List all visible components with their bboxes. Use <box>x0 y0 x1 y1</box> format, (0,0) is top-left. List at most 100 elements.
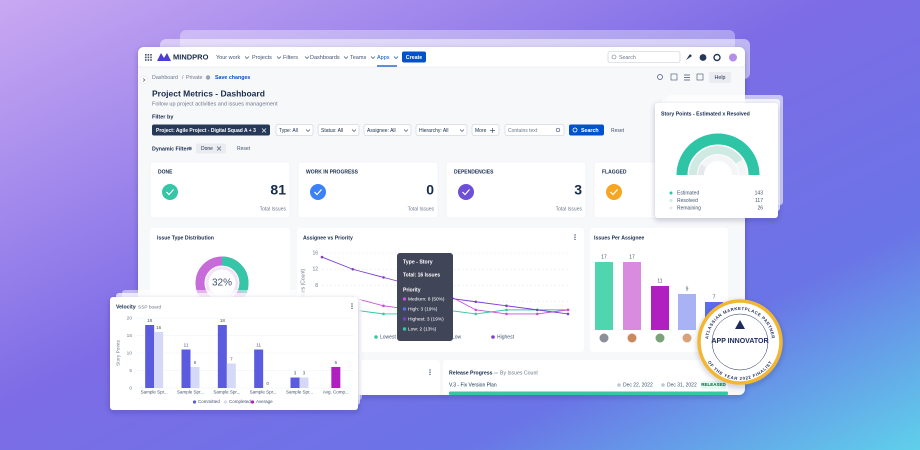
search-input[interactable] <box>607 51 681 63</box>
fullscreen-icon[interactable] <box>696 73 704 81</box>
settings-icon[interactable] <box>713 53 721 62</box>
badge-inner-ring <box>711 313 769 371</box>
more-icon[interactable] <box>429 373 431 376</box>
series-point <box>505 312 508 316</box>
more-icon[interactable] <box>574 238 576 241</box>
more-icon[interactable] <box>574 234 576 236</box>
more-icon[interactable] <box>429 369 431 371</box>
filter-dropdown[interactable] <box>317 124 360 136</box>
stat-card <box>297 161 439 219</box>
x-tick-label: Sample Spr... <box>213 390 240 395</box>
nav-item[interactable]: Filters <box>283 55 298 61</box>
bar <box>217 325 227 388</box>
stat-card-caption: Total Issues <box>260 206 287 212</box>
profile-avatar[interactable] <box>729 53 737 62</box>
dynamic-chip[interactable] <box>196 143 226 154</box>
panel-subtitle: By Issues Count <box>500 370 538 376</box>
legend-label: Average <box>256 399 273 404</box>
chevron-icon <box>393 56 399 59</box>
bar-value-label: 3 <box>294 371 297 376</box>
chevron-icon <box>304 56 310 59</box>
tooltip-total: Total: 16 Issues <box>403 272 440 278</box>
more-icon[interactable] <box>351 305 353 307</box>
series-point <box>351 267 355 271</box>
chevron-icon <box>459 129 465 132</box>
legend-label: Highest <box>497 334 515 340</box>
project-filter[interactable] <box>152 124 270 136</box>
legend-label: Low <box>452 334 462 340</box>
legend-swatch <box>669 199 673 202</box>
bar-value-label: 3 <box>303 371 306 376</box>
zoom-icon[interactable] <box>657 74 663 80</box>
chevron-icon <box>305 129 311 132</box>
chevron-icon <box>403 129 409 132</box>
project-filter-label: Project: Agile Project - Digital Squad A… <box>156 128 256 134</box>
create-label: Create <box>406 55 423 61</box>
bar-value-label: 16 <box>156 325 162 330</box>
filter-dropdown[interactable] <box>363 124 412 136</box>
bar-value-label: 11 <box>657 278 662 284</box>
filter-dropdown[interactable] <box>415 124 468 136</box>
assignee-avatar <box>682 333 692 343</box>
page-title: Project Metrics - Dashboard <box>152 88 265 98</box>
chevron-icon <box>343 56 349 59</box>
filter-icon[interactable] <box>684 74 690 81</box>
stat-card-icon <box>162 184 178 200</box>
search-button[interactable] <box>569 124 604 136</box>
tooltip-swatch <box>402 297 407 301</box>
reset-link[interactable]: Reset <box>611 128 625 134</box>
breadcrumb-item[interactable]: Private <box>186 75 203 81</box>
assignee-avatar <box>627 333 637 343</box>
legend-label: Resolved <box>677 198 698 204</box>
donut-segment <box>195 256 249 310</box>
tooltip-heading: Priority <box>403 287 421 293</box>
bar <box>331 367 341 388</box>
chart-icon[interactable] <box>670 73 678 81</box>
series-point <box>535 312 539 316</box>
nav-item[interactable]: Dashboards <box>310 55 340 61</box>
filter-dropdown[interactable] <box>275 124 314 136</box>
apps-grid-icon <box>145 56 147 59</box>
sidebar-toggle[interactable] <box>139 75 149 85</box>
help-icon[interactable] <box>699 54 707 61</box>
nav-item[interactable]: Apps <box>377 55 390 61</box>
series-point <box>382 312 385 316</box>
bar <box>299 377 309 388</box>
badge-ring <box>697 299 783 385</box>
bar <box>678 294 696 330</box>
create-button[interactable] <box>402 51 426 63</box>
reset-link[interactable]: Reset <box>237 146 251 152</box>
legend-value: 26 <box>757 205 763 211</box>
series-point <box>505 308 508 312</box>
legend-label: Lowest <box>380 334 396 340</box>
text-filter-input[interactable] <box>504 124 565 136</box>
date-icon <box>617 383 621 387</box>
more-icon[interactable] <box>429 371 431 373</box>
notifications-icon[interactable] <box>686 54 692 60</box>
bar-value-label: 11 <box>256 343 261 348</box>
chevron-icon <box>351 129 357 132</box>
badge-title: APP INNOVATOR <box>711 338 768 345</box>
panel-title: Release Progress <box>449 370 493 376</box>
series-point <box>382 304 385 308</box>
nav-item[interactable]: Your work <box>216 55 241 61</box>
bar-value-label: 7 <box>230 357 233 362</box>
series-point <box>474 312 478 316</box>
series-point <box>566 312 570 316</box>
series-point <box>505 304 508 308</box>
breadcrumb-item[interactable]: Dashboard <box>152 75 178 81</box>
nav-item[interactable]: Teams <box>350 55 366 61</box>
more-icon[interactable] <box>574 236 576 238</box>
chevron-icon <box>370 56 376 59</box>
more-icon[interactable] <box>351 307 353 310</box>
more-icon[interactable] <box>351 303 353 305</box>
y-tick-label: 15 <box>127 333 133 339</box>
assignee-avatar <box>655 333 665 343</box>
page-subtitle: Follow up project activities and issues … <box>152 101 278 107</box>
legend-label: Completed <box>229 399 251 404</box>
bar-value-label: 9 <box>686 286 689 292</box>
help-button[interactable] <box>709 72 731 83</box>
save-changes-link[interactable]: Save changes <box>215 75 250 81</box>
nav-item[interactable]: Projects <box>252 55 272 61</box>
